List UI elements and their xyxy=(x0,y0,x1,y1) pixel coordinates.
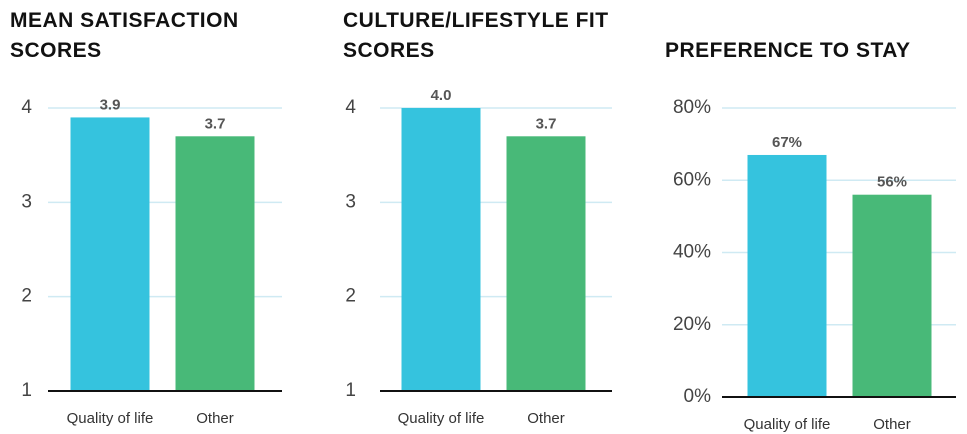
data-label: 67% xyxy=(772,134,802,151)
x-tick-label: Quality of life xyxy=(744,416,831,433)
y-tick-label: 4 xyxy=(21,97,32,118)
y-tick-label: 80% xyxy=(673,97,711,118)
y-tick-label: 40% xyxy=(673,242,711,263)
chart-title: PREFERENCE TO STAY xyxy=(665,39,911,62)
bar xyxy=(852,194,932,397)
bar xyxy=(506,136,586,391)
data-label: 3.7 xyxy=(205,115,226,132)
bar xyxy=(175,136,255,391)
chart-title: MEAN SATISFACTION SCORES xyxy=(10,9,239,62)
x-tick-label: Other xyxy=(873,416,911,433)
bar xyxy=(747,154,827,397)
x-tick-label: Other xyxy=(196,410,234,427)
data-label: 56% xyxy=(877,174,907,191)
y-tick-label: 3 xyxy=(21,191,32,212)
chart-title: CULTURE/LIFESTYLE FIT SCORES xyxy=(343,9,609,62)
data-label: 3.7 xyxy=(536,115,557,132)
y-tick-label: 0% xyxy=(684,386,712,407)
bar xyxy=(70,117,150,391)
data-label: 4.0 xyxy=(431,87,452,104)
y-tick-label: 1 xyxy=(345,380,356,401)
x-tick-label: Quality of life xyxy=(398,410,485,427)
y-tick-label: 20% xyxy=(673,314,711,335)
x-tick-label: Other xyxy=(527,410,565,427)
y-tick-label: 1 xyxy=(21,380,32,401)
y-tick-label: 2 xyxy=(21,286,32,307)
data-label: 3.9 xyxy=(100,96,121,113)
y-tick-label: 2 xyxy=(345,286,356,307)
y-tick-label: 60% xyxy=(673,169,711,190)
y-tick-label: 3 xyxy=(345,191,356,212)
x-tick-label: Quality of life xyxy=(67,410,154,427)
bar xyxy=(401,108,481,391)
y-tick-label: 4 xyxy=(345,97,356,118)
